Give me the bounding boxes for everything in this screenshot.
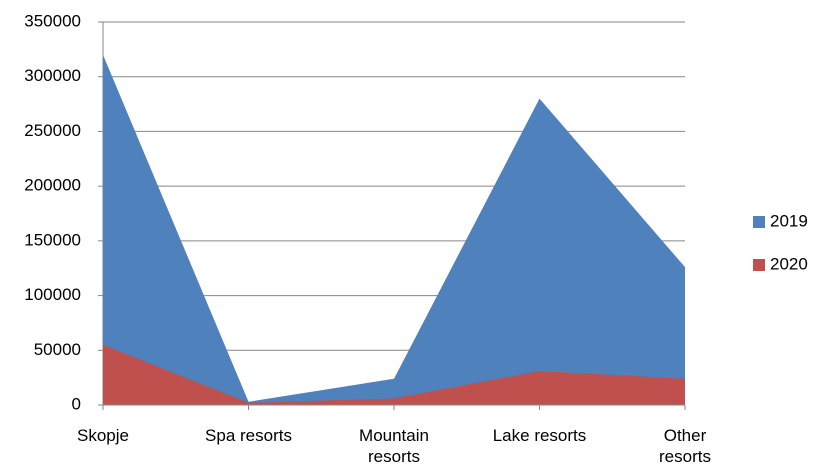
y-tick-label: 0: [72, 394, 81, 413]
area: [103, 344, 685, 405]
legend-swatch: [753, 216, 765, 228]
x-tick-label: Mountain resorts: [359, 426, 429, 466]
legend-label: 2019: [770, 211, 808, 230]
y-tick-label: 150000: [24, 230, 81, 249]
y-tick-label: 350000: [24, 11, 81, 30]
legend-swatch: [753, 259, 765, 271]
x-tick-label: Spa resorts: [205, 426, 292, 445]
y-tick-label: 50000: [34, 340, 81, 359]
legend-label: 2020: [770, 254, 808, 273]
area: [103, 54, 685, 405]
y-tick-label: 200000: [24, 176, 81, 195]
y-tick-label: 250000: [24, 121, 81, 140]
x-tick-label: Lake resorts: [492, 426, 587, 445]
y-tick-label: 300000: [24, 66, 81, 85]
x-tick-label: Other resorts: [659, 426, 711, 466]
x-tick-label: Skopje: [77, 426, 129, 445]
y-tick-label: 100000: [24, 285, 81, 304]
